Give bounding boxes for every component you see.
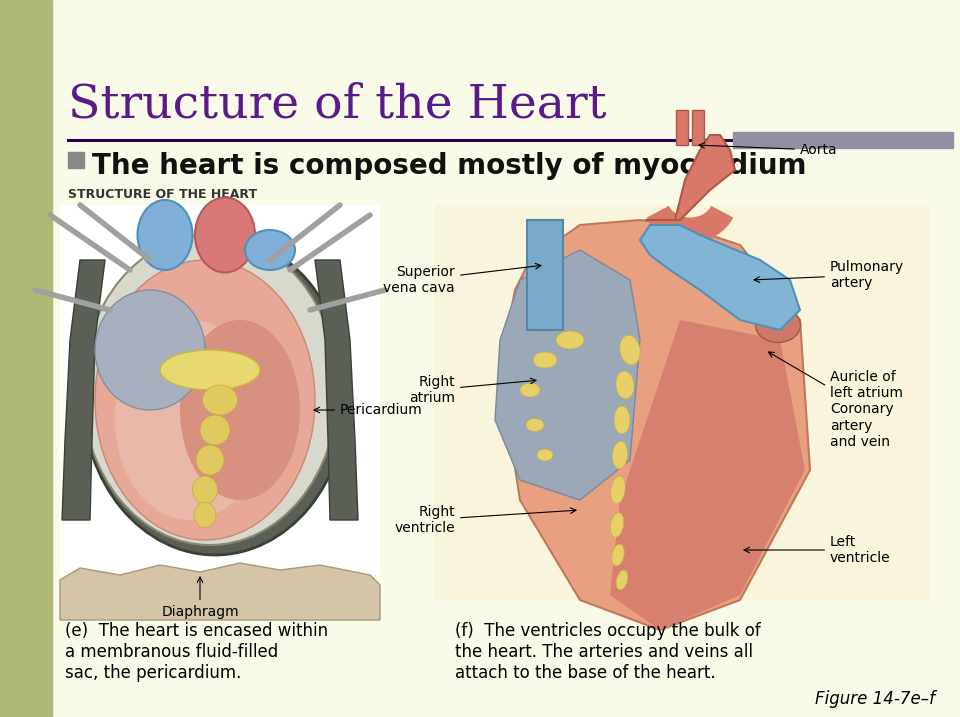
Ellipse shape	[537, 449, 553, 461]
Ellipse shape	[95, 290, 205, 410]
Text: Pericardium: Pericardium	[314, 403, 422, 417]
Ellipse shape	[612, 544, 624, 566]
Bar	[733, 132, 953, 148]
Ellipse shape	[193, 476, 218, 504]
Text: (f)  The ventricles occupy the bulk of
the heart. The arteries and veins all
att: (f) The ventricles occupy the bulk of th…	[455, 622, 760, 682]
Ellipse shape	[245, 230, 295, 270]
Ellipse shape	[556, 331, 584, 349]
Text: Superior
vena cava: Superior vena cava	[383, 263, 541, 295]
Ellipse shape	[180, 320, 300, 500]
Ellipse shape	[620, 335, 640, 365]
Ellipse shape	[195, 197, 255, 272]
Ellipse shape	[95, 260, 315, 540]
Ellipse shape	[83, 235, 338, 545]
Ellipse shape	[611, 476, 625, 504]
Polygon shape	[60, 563, 380, 620]
Text: Diaphragm: Diaphragm	[161, 577, 239, 619]
Bar	[527, 220, 563, 330]
Ellipse shape	[614, 406, 630, 434]
Text: Left
ventricle: Left ventricle	[744, 535, 891, 565]
Ellipse shape	[520, 383, 540, 397]
Ellipse shape	[137, 200, 193, 270]
Ellipse shape	[526, 419, 544, 432]
Ellipse shape	[616, 570, 628, 590]
Bar	[435, 205, 930, 600]
Bar	[0, 0, 52, 717]
Polygon shape	[610, 320, 805, 630]
Bar	[692, 110, 704, 145]
Text: Pulmonary
artery: Pulmonary artery	[754, 260, 904, 290]
Ellipse shape	[612, 441, 628, 469]
Ellipse shape	[611, 513, 624, 537]
Text: Figure 14-7e–f: Figure 14-7e–f	[815, 690, 935, 708]
Text: STRUCTURE OF THE HEART: STRUCTURE OF THE HEART	[68, 188, 257, 201]
Ellipse shape	[160, 350, 260, 390]
Ellipse shape	[203, 385, 237, 415]
Text: Right
ventricle: Right ventricle	[395, 505, 576, 535]
Text: Aorta: Aorta	[699, 143, 838, 157]
Ellipse shape	[756, 308, 801, 343]
Text: (e)  The heart is encased within
a membranous fluid-filled
sac, the pericardium.: (e) The heart is encased within a membra…	[65, 622, 328, 682]
Ellipse shape	[616, 371, 634, 399]
Text: Right
atrium: Right atrium	[409, 375, 536, 405]
Bar	[68, 152, 84, 168]
Bar	[60, 205, 380, 575]
Text: Auricle of
left atrium
Coronary
artery
and vein: Auricle of left atrium Coronary artery a…	[768, 352, 903, 449]
Bar	[676, 110, 688, 145]
Ellipse shape	[196, 445, 224, 475]
Ellipse shape	[115, 320, 265, 520]
Polygon shape	[315, 260, 358, 520]
Polygon shape	[640, 225, 800, 330]
Ellipse shape	[533, 352, 557, 368]
Text: Structure of the Heart: Structure of the Heart	[68, 82, 607, 127]
Polygon shape	[62, 260, 105, 520]
Text: The heart is composed mostly of myocardium: The heart is composed mostly of myocardi…	[92, 152, 806, 180]
Ellipse shape	[194, 503, 216, 528]
Polygon shape	[500, 220, 810, 630]
Polygon shape	[495, 250, 640, 500]
Ellipse shape	[83, 235, 348, 555]
Polygon shape	[645, 135, 735, 220]
Ellipse shape	[200, 415, 230, 445]
